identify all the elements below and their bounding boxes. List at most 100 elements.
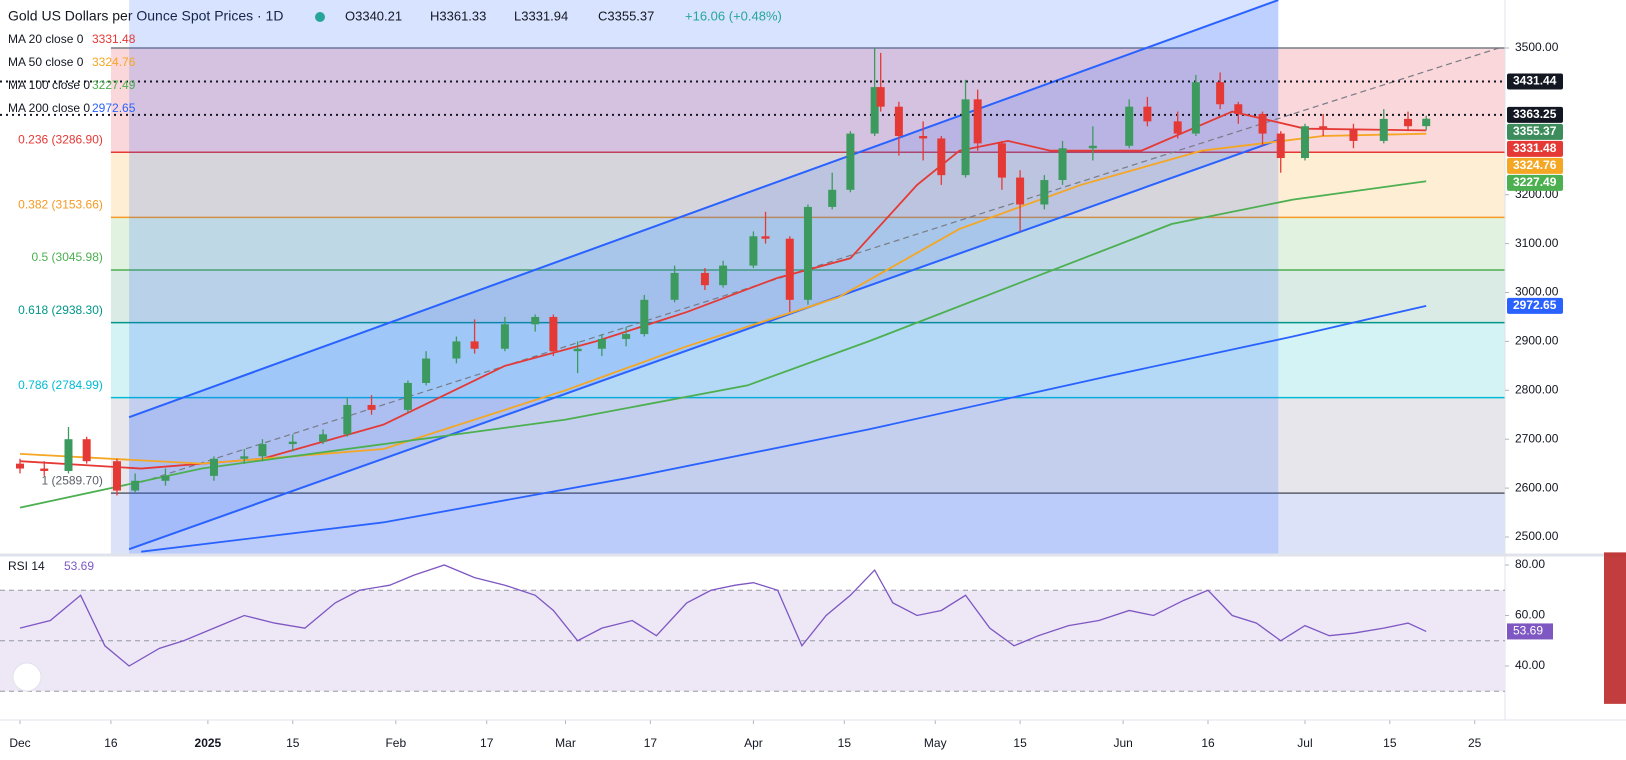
- price-tag: [1507, 157, 1563, 174]
- candle-body: [403, 382, 412, 410]
- fib-label: 0.786 (2784.99): [18, 378, 103, 392]
- ohlc-label: +16.06 (+0.48%): [685, 8, 782, 23]
- x-tick-label: 16: [1201, 736, 1215, 750]
- candle-body: [367, 404, 376, 410]
- fib-label: 0.236 (3286.90): [18, 132, 103, 146]
- candle-body: [749, 236, 758, 266]
- candle-body: [209, 458, 218, 476]
- x-tick-label: Feb: [385, 736, 406, 750]
- status-dot: [315, 12, 325, 22]
- x-tick-label: Dec: [9, 736, 30, 750]
- rsi-tick-label: 80.00: [1515, 557, 1545, 571]
- candle-body: [40, 468, 49, 471]
- candle-body: [470, 341, 479, 349]
- ma-legend-name: MA 20 close 0: [8, 32, 84, 46]
- ma-legend-value: 3324.76: [92, 55, 136, 69]
- x-tick-label: 15: [1013, 736, 1027, 750]
- candle-body: [828, 189, 837, 207]
- candle-body: [1234, 104, 1243, 115]
- chart-title: Gold US Dollars per Ounce Spot Prices · …: [8, 8, 283, 24]
- rsi-value: 53.69: [64, 559, 94, 573]
- ohlc-label: H3361.33: [430, 8, 486, 23]
- candle-body: [1276, 133, 1285, 159]
- candle-body: [131, 480, 140, 491]
- ma-legend-name: MA 100 close 0: [8, 78, 90, 92]
- fib-band: [110, 493, 1505, 555]
- ma-legend-value: 3331.48: [92, 32, 136, 46]
- price-tag: [1507, 140, 1563, 157]
- candle-body: [719, 265, 728, 286]
- x-tick-label: 15: [1383, 736, 1397, 750]
- ma-line: [19, 110, 1427, 470]
- candle-body: [1191, 82, 1200, 134]
- candle-body: [973, 99, 982, 144]
- candle-body: [961, 99, 970, 176]
- price-tag: [1507, 297, 1563, 314]
- x-tick-label: Mar: [555, 736, 576, 750]
- rsi-tick-label: 60.00: [1515, 608, 1545, 622]
- candle-body: [1300, 126, 1309, 159]
- x-tick-label: Jun: [1113, 736, 1132, 750]
- candle-body: [319, 434, 328, 442]
- ma-legend-name: MA 200 close 0: [8, 101, 90, 115]
- candle-body: [846, 133, 855, 190]
- candle-body: [16, 463, 24, 469]
- ma-legend-value: 3227.49: [92, 78, 136, 92]
- price-tag: [1507, 123, 1563, 140]
- fib-band: [110, 48, 1505, 153]
- ohlc-label: O3340.21: [345, 8, 402, 23]
- candle-body: [640, 299, 649, 335]
- candle-body: [870, 87, 879, 134]
- candle-body: [531, 316, 540, 325]
- price-tag: [1507, 174, 1563, 191]
- candle-body: [1125, 106, 1134, 146]
- candle-body: [919, 136, 928, 139]
- candle-body: [761, 236, 770, 239]
- channel-lower: [128, 138, 1279, 551]
- ohlc-label: C3355.37: [598, 8, 654, 23]
- rsi-name: RSI 14: [8, 559, 45, 573]
- logo: [12, 662, 42, 692]
- fib-band: [110, 322, 1505, 398]
- y-tick-label: 2500.00: [1515, 529, 1559, 543]
- x-tick-label: 17: [480, 736, 494, 750]
- price-tag-label: 3363.25: [1513, 107, 1557, 121]
- y-tick-label: 3100.00: [1515, 236, 1559, 250]
- candle-body: [1016, 177, 1025, 205]
- candle-body: [785, 238, 794, 300]
- plot: [0, 0, 1505, 555]
- candle-body: [1088, 145, 1097, 149]
- price-tag: [1507, 73, 1563, 90]
- candle-body: [1422, 118, 1431, 127]
- candle-body: [700, 272, 709, 286]
- ohlc-label: L3331.94: [514, 8, 568, 23]
- candle-body: [1379, 118, 1388, 141]
- x-tick-label: 16: [104, 736, 118, 750]
- x-tick-label: May: [924, 736, 947, 750]
- candle-body: [1258, 114, 1267, 134]
- fib-band: [110, 397, 1505, 494]
- price-tag-label: 3227.49: [1513, 175, 1557, 189]
- candle-body: [1319, 126, 1328, 129]
- x-tick-label: Apr: [744, 736, 763, 750]
- y-tick-label: 2700.00: [1515, 431, 1559, 445]
- candle-body: [1058, 148, 1067, 181]
- candle-body: [597, 338, 606, 349]
- candle-body: [422, 358, 431, 383]
- price-tag-label: 2972.65: [1513, 298, 1557, 312]
- x-tick-label: 15: [838, 736, 852, 750]
- ma-legend-name: MA 50 close 0: [8, 55, 84, 69]
- y-tick-label: 2900.00: [1515, 334, 1559, 348]
- price-tag: [1507, 106, 1563, 123]
- ma-line: [141, 304, 1427, 553]
- rsi-tag-label: 53.69: [1513, 624, 1543, 638]
- candle-body: [452, 341, 461, 359]
- x-tick-label: 15: [286, 736, 300, 750]
- candle-body: [112, 461, 121, 491]
- fib-label: 0.382 (3153.66): [18, 198, 103, 212]
- channel-upper: [128, 0, 1279, 419]
- y-tick-label: 3000.00: [1515, 285, 1559, 299]
- candle-body: [573, 348, 582, 352]
- x-tick-label: 17: [644, 736, 658, 750]
- candle-body: [1040, 180, 1049, 205]
